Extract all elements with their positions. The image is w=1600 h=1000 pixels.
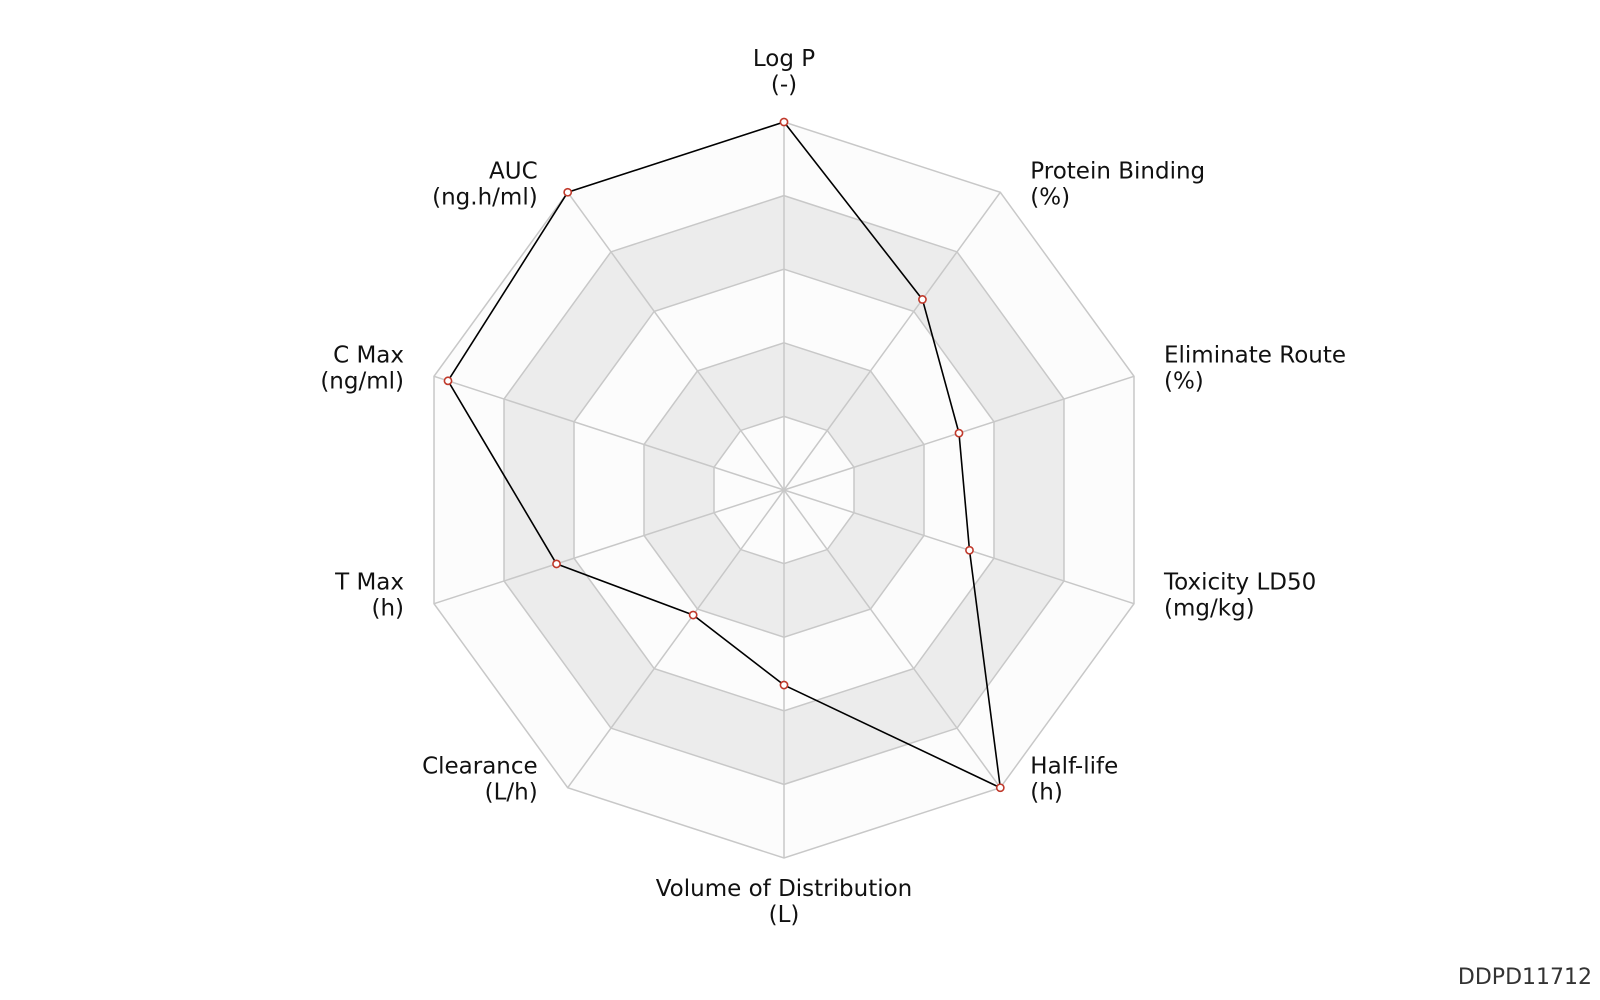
axis-label-name: Eliminate Route [1164,342,1346,368]
axis-label-name: C Max [333,342,404,368]
data-point [563,187,573,197]
axis-label-name: Half-life [1030,754,1118,780]
data-point [918,295,927,304]
axis-spoke [433,375,785,491]
axis-label: Log P (-) [753,46,815,98]
radar-markers [443,117,1005,793]
axis-label-name: Toxicity LD50 [1163,570,1316,596]
axis-label-unit: (L/h) [485,780,538,806]
axis-label-name: Log P [753,46,815,72]
axis-label-name: T Max [334,570,404,596]
axis-label: T Max (h) [334,570,404,622]
data-point [688,610,698,620]
axis-label-name: Volume of Distribution [656,876,913,902]
axis-spoke [567,489,785,789]
axis-label-name: Protein Binding [1030,158,1205,184]
axis-label: C Max (ng/ml) [320,342,404,394]
data-point [443,376,453,386]
axis-label-unit: (%) [1164,368,1204,394]
axis-label-name: Clearance [422,754,538,780]
axis-label-unit: (%) [1030,184,1070,210]
axis-label: Half-life (h) [1030,754,1118,806]
data-point [779,680,789,690]
axis-label-unit: (mg/kg) [1164,596,1255,622]
axis-label-unit: (-) [771,72,797,98]
axis-label-unit: (ng.h/ml) [432,184,538,210]
axis-label: Protein Binding (%) [1030,158,1205,210]
chart-id-watermark: DDPD11712 [1457,965,1592,990]
axis-label-unit: (h) [1030,780,1063,806]
data-point [995,783,1005,793]
axis-spoke [783,489,1001,789]
axis-spoke [783,489,1135,605]
radar-axis-labels: Log P (-)Protein Binding (%)Eliminate Rout… [320,46,1346,928]
axis-label: Eliminate Route (%) [1164,342,1346,394]
axis-label-unit: (h) [371,596,404,622]
data-point [552,559,561,569]
axis-label: Clearance (L/h) [422,754,538,806]
axis-label-unit: (ng/ml) [320,368,404,394]
axis-label-unit: (L) [769,902,800,928]
data-point [779,117,789,127]
axis-label: Volume of Distribution (L) [656,876,913,928]
axis-label: AUC (ng.h/ml) [432,158,538,210]
axis-spoke [567,191,785,491]
axis-label: Toxicity LD50 (mg/kg) [1163,570,1316,622]
radar-spokes [433,122,1135,858]
axis-spoke [783,191,1001,491]
data-point [954,428,964,438]
data-point [965,545,974,555]
axis-label-name: AUC [489,158,538,184]
axis-spoke [433,489,785,605]
